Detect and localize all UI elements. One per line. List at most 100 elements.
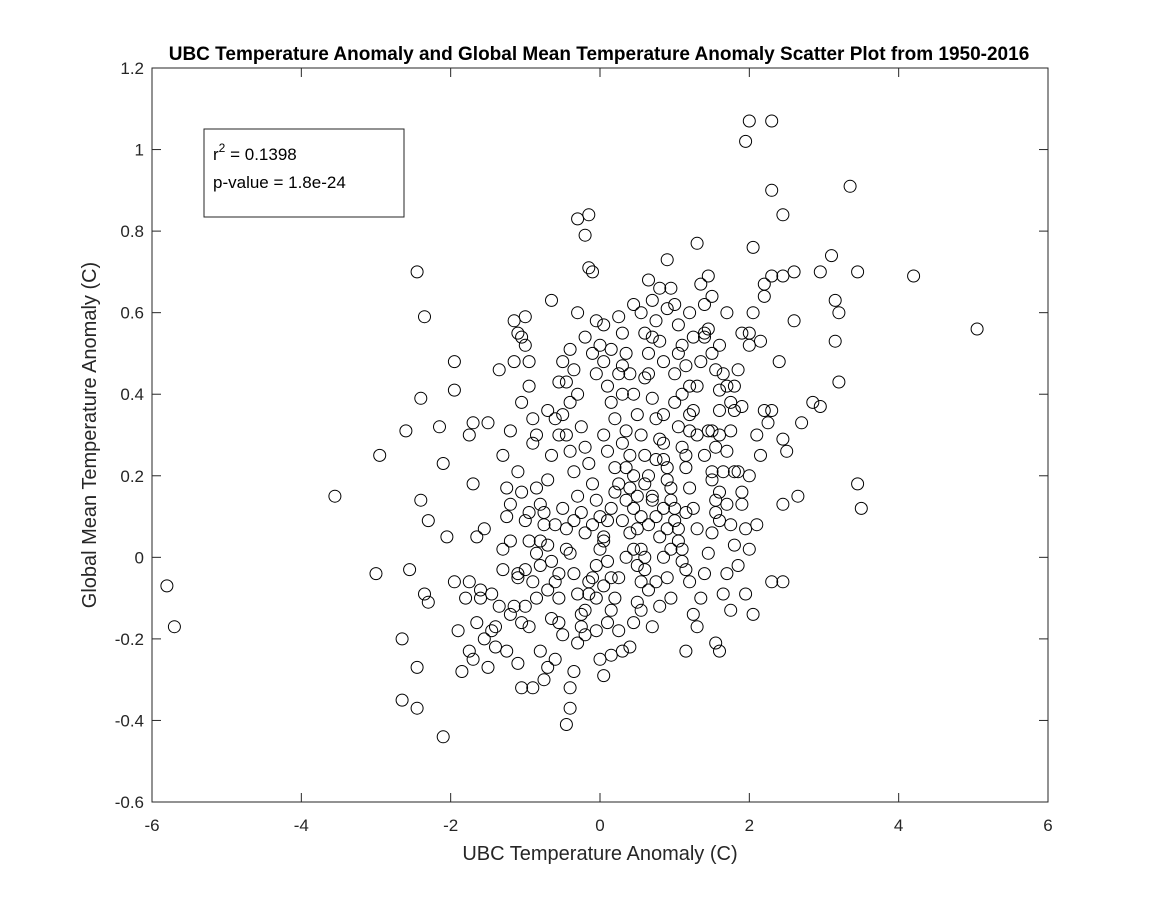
scatter-point bbox=[645, 293, 659, 307]
scatter-point bbox=[578, 440, 592, 454]
scatter-point bbox=[597, 534, 611, 548]
scatter-point bbox=[705, 346, 719, 360]
scatter-point bbox=[623, 448, 637, 462]
scatter-point bbox=[649, 510, 663, 524]
scatter-point bbox=[683, 408, 697, 422]
scatter-point bbox=[593, 652, 607, 666]
scatter-point bbox=[727, 379, 741, 393]
scatter-point bbox=[683, 481, 697, 495]
scatter-point bbox=[619, 461, 633, 475]
scatter-point bbox=[582, 208, 596, 222]
scatter-point bbox=[638, 326, 652, 340]
scatter-point bbox=[559, 718, 573, 731]
scatter-point bbox=[462, 575, 476, 589]
y-tick-label: 0.2 bbox=[120, 467, 144, 486]
scatter-point bbox=[645, 620, 659, 634]
scatter-point bbox=[556, 501, 570, 515]
scatter-point bbox=[496, 448, 510, 462]
scatter-point bbox=[522, 355, 536, 369]
scatter-point bbox=[671, 534, 685, 548]
chart-title: UBC Temperature Anomaly and Global Mean … bbox=[169, 44, 1030, 65]
scatter-point bbox=[724, 518, 738, 532]
scatter-point bbox=[627, 469, 641, 483]
scatter-point bbox=[582, 261, 596, 275]
scatter-point bbox=[477, 522, 491, 536]
scatter-point bbox=[511, 571, 525, 585]
scatter-point bbox=[615, 387, 629, 401]
scatter-point bbox=[455, 665, 469, 678]
scatter-point bbox=[724, 603, 738, 617]
scatter-point bbox=[653, 530, 667, 544]
scatter-point bbox=[679, 563, 693, 577]
scatter-point bbox=[589, 591, 603, 605]
scatter-point bbox=[765, 183, 779, 197]
scatter-point bbox=[657, 408, 670, 422]
scatter-point bbox=[713, 404, 726, 417]
scatter-point bbox=[601, 554, 614, 568]
scatter-point bbox=[481, 416, 495, 430]
scatter-point bbox=[825, 249, 838, 263]
scatter-point bbox=[713, 428, 726, 442]
scatter-point bbox=[780, 444, 794, 458]
scatter-point bbox=[604, 571, 618, 585]
scatter-point bbox=[559, 522, 573, 536]
scatter-point bbox=[675, 387, 689, 401]
scatter-point bbox=[552, 375, 566, 389]
scatter-point bbox=[608, 461, 622, 475]
y-axis-label: Global Mean Temperature Anomaly (C) bbox=[79, 262, 101, 608]
scatter-point bbox=[907, 269, 921, 283]
scatter-point bbox=[433, 420, 446, 434]
scatter-point bbox=[649, 453, 663, 466]
scatter-point bbox=[623, 640, 637, 654]
scatter-point bbox=[418, 310, 431, 324]
scatter-point bbox=[601, 616, 614, 630]
scatter-point bbox=[731, 363, 745, 377]
scatter-point bbox=[567, 514, 581, 528]
x-tick-label: 4 bbox=[894, 816, 903, 835]
scatter-point bbox=[742, 469, 756, 483]
scatter-point bbox=[414, 391, 428, 405]
scatter-point bbox=[604, 342, 618, 356]
scatter-point bbox=[477, 632, 491, 646]
scatter-point bbox=[601, 379, 614, 393]
scatter-point bbox=[705, 526, 719, 540]
scatter-point bbox=[739, 522, 753, 536]
scatter-point bbox=[578, 526, 592, 540]
scatter-point bbox=[571, 306, 585, 320]
scatter-point bbox=[571, 212, 585, 226]
y-axis-ticks: -0.6 -0.4 -0.2 0 0.2 0.4 0.6 0.8 1 1.2 bbox=[115, 59, 1048, 812]
scatter-point bbox=[612, 624, 626, 638]
scatter-point bbox=[668, 514, 682, 528]
scatter-point bbox=[619, 550, 633, 564]
scatter-point bbox=[709, 493, 723, 507]
scatter-point bbox=[541, 404, 555, 417]
scatter-point bbox=[724, 395, 738, 409]
y-tick-label: 1 bbox=[135, 141, 144, 160]
scatter-point bbox=[615, 359, 629, 373]
scatter-point bbox=[515, 681, 529, 695]
scatter-point bbox=[518, 310, 532, 324]
scatter-point bbox=[530, 428, 543, 442]
scatter-point bbox=[832, 306, 846, 320]
scatter-point bbox=[593, 338, 607, 352]
scatter-point bbox=[612, 571, 626, 585]
scatter-point bbox=[496, 563, 510, 577]
scatter-point bbox=[660, 253, 674, 267]
scatter-point bbox=[586, 346, 599, 360]
scatter-point bbox=[731, 559, 745, 572]
scatter-point bbox=[552, 567, 566, 581]
scatter-point bbox=[578, 628, 592, 642]
scatter-point bbox=[541, 583, 555, 597]
scatter-point bbox=[630, 522, 644, 536]
scatter-point bbox=[522, 534, 536, 548]
scatter-point bbox=[466, 477, 480, 491]
scatter-point bbox=[597, 355, 611, 369]
scatter-point bbox=[436, 730, 450, 744]
scatter-point bbox=[627, 501, 641, 515]
scatter-point bbox=[597, 669, 611, 683]
scatter-point bbox=[533, 644, 547, 658]
x-tick-label: -2 bbox=[443, 816, 458, 835]
scatter-point bbox=[526, 575, 540, 589]
scatter-point bbox=[615, 644, 629, 658]
scatter-point bbox=[698, 298, 711, 311]
